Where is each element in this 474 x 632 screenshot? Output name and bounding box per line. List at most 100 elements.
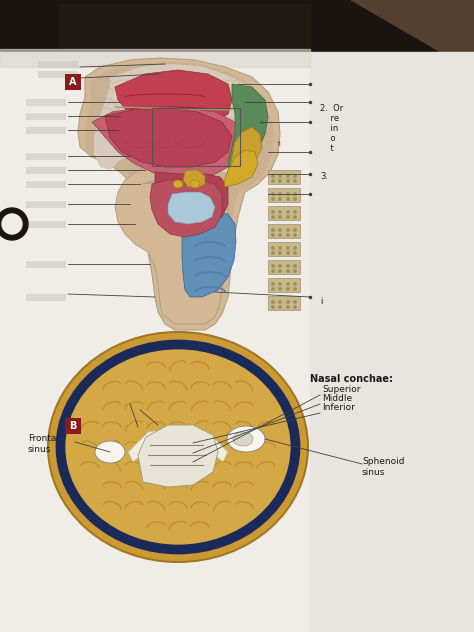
Bar bbox=[0, 49, 310, 67]
Bar bbox=[310, 52, 474, 632]
Circle shape bbox=[294, 193, 296, 195]
Ellipse shape bbox=[190, 180, 200, 188]
Circle shape bbox=[279, 252, 281, 254]
Circle shape bbox=[272, 216, 274, 218]
Bar bbox=[0, 52, 310, 632]
Text: re: re bbox=[320, 114, 339, 123]
Circle shape bbox=[294, 211, 296, 213]
Bar bbox=[60, 4, 310, 50]
Circle shape bbox=[279, 198, 281, 200]
Circle shape bbox=[272, 301, 274, 303]
Bar bbox=[38, 71, 78, 78]
Circle shape bbox=[279, 247, 281, 249]
Polygon shape bbox=[128, 427, 228, 462]
Bar bbox=[0, 0, 474, 52]
Bar bbox=[268, 242, 300, 256]
Bar bbox=[38, 61, 78, 68]
Circle shape bbox=[272, 306, 274, 308]
Text: :: : bbox=[260, 119, 263, 125]
Circle shape bbox=[272, 283, 274, 285]
Polygon shape bbox=[94, 64, 265, 174]
Polygon shape bbox=[350, 0, 474, 72]
Circle shape bbox=[294, 306, 296, 308]
Ellipse shape bbox=[233, 432, 253, 446]
Polygon shape bbox=[228, 84, 268, 174]
Polygon shape bbox=[182, 212, 236, 297]
Bar bbox=[26, 99, 66, 106]
Circle shape bbox=[287, 288, 289, 290]
Polygon shape bbox=[92, 107, 240, 177]
FancyBboxPatch shape bbox=[65, 74, 81, 90]
Text: t: t bbox=[320, 144, 334, 153]
Polygon shape bbox=[115, 70, 232, 126]
Circle shape bbox=[287, 301, 289, 303]
Polygon shape bbox=[105, 108, 232, 167]
Text: Superior: Superior bbox=[322, 385, 361, 394]
Circle shape bbox=[294, 265, 296, 267]
Circle shape bbox=[287, 252, 289, 254]
Polygon shape bbox=[115, 167, 228, 324]
Circle shape bbox=[287, 283, 289, 285]
Circle shape bbox=[279, 216, 281, 218]
Bar bbox=[152, 108, 240, 166]
Text: t: t bbox=[278, 141, 281, 147]
Bar bbox=[26, 167, 66, 174]
Polygon shape bbox=[84, 62, 274, 322]
Ellipse shape bbox=[69, 353, 287, 541]
Ellipse shape bbox=[227, 426, 265, 452]
Text: Frontal
sinus: Frontal sinus bbox=[28, 434, 59, 454]
Bar bbox=[268, 260, 300, 274]
Circle shape bbox=[272, 270, 274, 272]
Circle shape bbox=[279, 288, 281, 290]
Circle shape bbox=[287, 198, 289, 200]
Polygon shape bbox=[78, 58, 280, 330]
Ellipse shape bbox=[48, 332, 308, 562]
Text: 2.  Or: 2. Or bbox=[320, 104, 343, 113]
Bar bbox=[268, 224, 300, 238]
Circle shape bbox=[294, 179, 296, 182]
Circle shape bbox=[279, 229, 281, 231]
Text: 3.: 3. bbox=[320, 172, 328, 181]
Circle shape bbox=[294, 175, 296, 177]
Text: i: i bbox=[320, 297, 322, 306]
Circle shape bbox=[287, 229, 289, 231]
Ellipse shape bbox=[58, 342, 298, 552]
Circle shape bbox=[272, 193, 274, 195]
Circle shape bbox=[294, 234, 296, 236]
Polygon shape bbox=[150, 180, 222, 237]
Bar bbox=[26, 261, 66, 268]
Circle shape bbox=[272, 198, 274, 200]
Circle shape bbox=[279, 270, 281, 272]
Text: in: in bbox=[320, 124, 338, 133]
Bar bbox=[26, 153, 66, 160]
Bar bbox=[268, 296, 300, 310]
Bar bbox=[26, 113, 66, 120]
Circle shape bbox=[287, 211, 289, 213]
Circle shape bbox=[287, 270, 289, 272]
Circle shape bbox=[272, 234, 274, 236]
Text: Nasal conchae:: Nasal conchae: bbox=[310, 374, 393, 384]
Polygon shape bbox=[183, 170, 205, 188]
Circle shape bbox=[294, 252, 296, 254]
Circle shape bbox=[294, 288, 296, 290]
Circle shape bbox=[287, 175, 289, 177]
Circle shape bbox=[279, 175, 281, 177]
Circle shape bbox=[272, 175, 274, 177]
Bar bbox=[268, 206, 300, 220]
Circle shape bbox=[272, 288, 274, 290]
Circle shape bbox=[294, 198, 296, 200]
Circle shape bbox=[0, 208, 28, 240]
Circle shape bbox=[294, 247, 296, 249]
Circle shape bbox=[272, 247, 274, 249]
Bar bbox=[26, 181, 66, 188]
Text: Sphenoid
sinus: Sphenoid sinus bbox=[362, 458, 404, 477]
Circle shape bbox=[272, 211, 274, 213]
Circle shape bbox=[279, 211, 281, 213]
Ellipse shape bbox=[173, 180, 183, 188]
Circle shape bbox=[272, 179, 274, 182]
Circle shape bbox=[294, 283, 296, 285]
Circle shape bbox=[287, 265, 289, 267]
Circle shape bbox=[279, 301, 281, 303]
Circle shape bbox=[279, 283, 281, 285]
Circle shape bbox=[272, 265, 274, 267]
